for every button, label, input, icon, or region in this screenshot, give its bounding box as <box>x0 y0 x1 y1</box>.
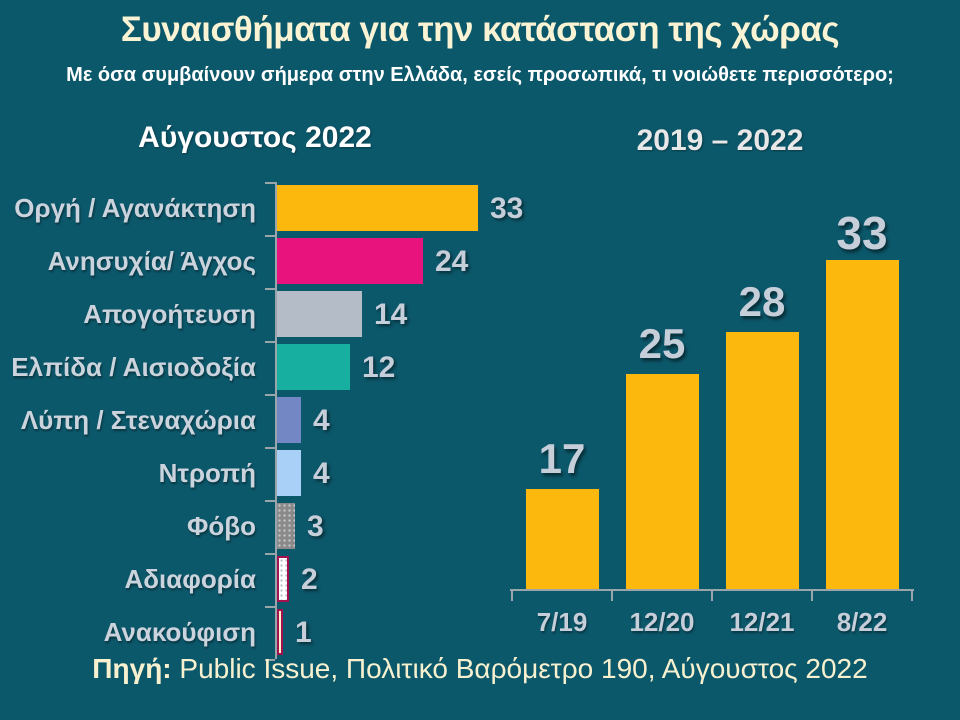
axis-tick <box>711 590 713 601</box>
hbar-3 <box>277 291 362 337</box>
page-title: Συναισθήματα για την κατάσταση της χώρας <box>120 10 840 49</box>
axis-tick <box>265 182 275 184</box>
category-label: Ανακούφιση <box>103 617 256 647</box>
hbar-4 <box>277 344 350 390</box>
hbar-7 <box>277 503 295 549</box>
x-axis-label: 7/19 <box>536 607 588 637</box>
axis-tick <box>911 590 913 601</box>
hbar-9 <box>277 609 283 655</box>
vbar-4 <box>825 260 899 589</box>
axis-tick <box>265 606 275 608</box>
hbar-value: 4 <box>313 457 330 490</box>
hbar-value: 14 <box>374 298 408 331</box>
page-subtitle: Με όσα συμβαίνουν σήμερα στην Ελλάδα, εσ… <box>66 64 894 86</box>
vbar-value: 25 <box>638 320 686 367</box>
hbar-value: 2 <box>301 563 318 596</box>
axis-tick <box>265 659 275 661</box>
hbar-value: 1 <box>295 616 312 649</box>
hbar-value: 12 <box>362 351 396 384</box>
vbar-1 <box>525 489 599 589</box>
source-text: Public Issue, Πολιτικό Βαρόμετρο 190, Αύ… <box>171 653 868 684</box>
axis-tick <box>511 590 513 601</box>
category-label: Ντροπή <box>158 458 256 488</box>
hbar-6 <box>277 450 301 496</box>
source-note: Πηγή: Public Issue, Πολιτικό Βαρόμετρο 1… <box>0 653 960 685</box>
axis-tick <box>265 500 275 502</box>
vbar-value: 33 <box>836 207 888 259</box>
category-label: Ελπίδα / Αισιοδοξία <box>11 352 256 382</box>
hbar-value: 4 <box>313 404 330 437</box>
hbar-1 <box>277 185 478 231</box>
left-chart-y-axis <box>275 182 277 659</box>
hbar-2 <box>277 238 423 284</box>
hbar-value: 3 <box>307 510 324 543</box>
right-chart-title: 2019 – 2022 <box>636 124 804 157</box>
axis-tick <box>265 553 275 555</box>
category-label: Φόβο <box>187 511 256 541</box>
axis-tick <box>265 447 275 449</box>
vbar-value: 28 <box>738 278 786 325</box>
axis-tick <box>265 235 275 237</box>
category-label: Λύπη / Στεναχώρια <box>20 405 256 435</box>
category-label: Οργή / Αγανάκτηση <box>14 193 256 223</box>
axis-tick <box>811 590 813 601</box>
axis-tick <box>265 394 275 396</box>
hbar-value: 24 <box>435 245 469 278</box>
category-label: Αδιαφορία <box>124 564 256 594</box>
x-axis-label: 8/22 <box>836 607 888 637</box>
vbar-value: 17 <box>538 435 586 482</box>
source-label: Πηγή: <box>92 653 172 684</box>
hbar-5 <box>277 397 301 443</box>
x-axis-label: 12/20 <box>629 607 695 637</box>
axis-tick <box>611 590 613 601</box>
vbar-3 <box>725 332 799 589</box>
left-chart-title: Αύγουστος 2022 <box>138 121 372 154</box>
category-label: Ανησυχία/ Άγχος <box>47 246 256 276</box>
hbar-value: 33 <box>490 192 524 225</box>
vbar-2 <box>625 374 699 589</box>
category-label: Απογοήτευση <box>83 299 256 329</box>
hbar-8 <box>277 556 289 602</box>
axis-tick <box>265 288 275 290</box>
axis-tick <box>265 341 275 343</box>
x-axis-label: 12/21 <box>729 607 795 637</box>
